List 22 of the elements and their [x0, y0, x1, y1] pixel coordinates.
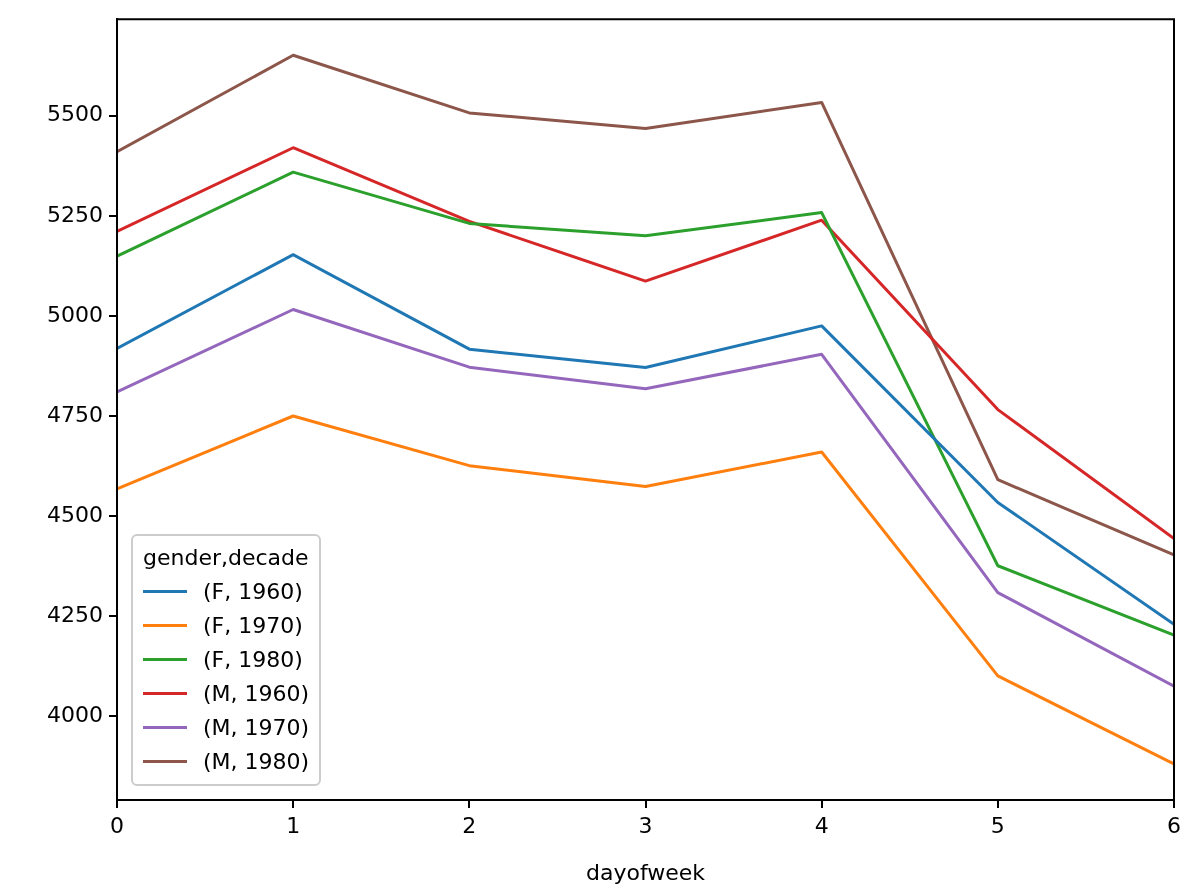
y-tick-label: 4250: [47, 601, 103, 627]
x-tick-label: 4: [814, 812, 829, 838]
x-tick-label: 1: [286, 812, 301, 838]
y-tick-label: 5000: [47, 301, 103, 327]
legend-label: (M, 1970): [203, 714, 310, 740]
y-tick-label: 5250: [47, 201, 103, 227]
x-axis-title: dayofweek: [585, 859, 706, 885]
y-tick-label: 4500: [47, 501, 103, 527]
x-tick-label: 3: [638, 812, 653, 838]
x-tick-label: 0: [110, 812, 124, 838]
legend-label: (F, 1960): [203, 578, 303, 604]
legend-label: (F, 1980): [203, 646, 303, 672]
legend-label: (M, 1960): [203, 680, 310, 706]
x-tick-label: 6: [1167, 812, 1181, 838]
legend-label: (F, 1970): [203, 612, 303, 638]
y-tick-label: 4000: [47, 702, 103, 728]
y-tick-label: 4750: [47, 401, 103, 427]
y-tick-label: 5500: [47, 101, 103, 127]
legend-label: (M, 1980): [203, 748, 310, 774]
legend-title: gender,decade: [143, 544, 310, 572]
x-tick-label: 2: [462, 812, 477, 838]
x-tick-label: 5: [990, 812, 1005, 838]
